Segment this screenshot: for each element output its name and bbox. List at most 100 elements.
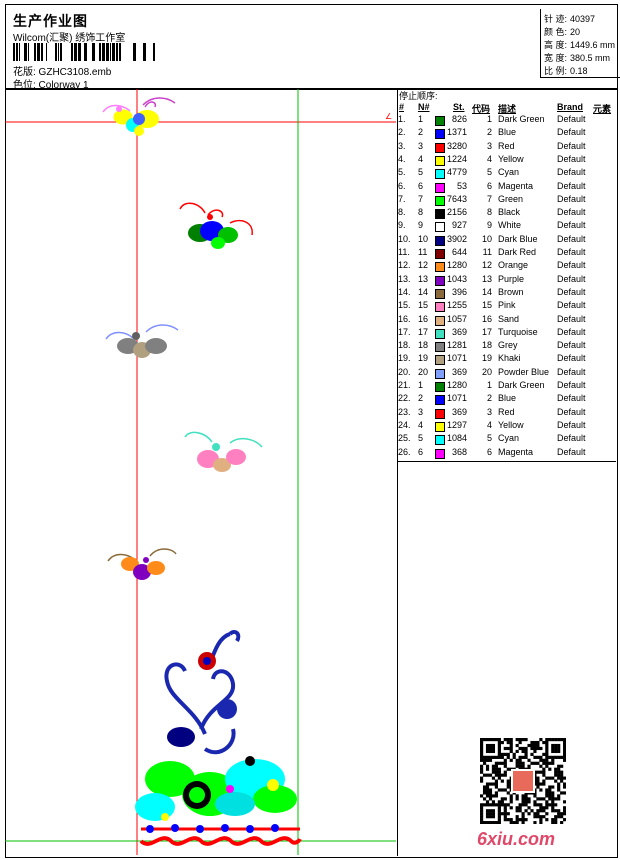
cell-desc: Red [498, 406, 515, 417]
color-swatch [435, 288, 445, 299]
cell-num: 8. [398, 207, 406, 218]
table-row: 25. 5 1084 5 Cyan Default [398, 433, 616, 446]
cell-n: 12 [418, 260, 429, 271]
cell-num: 19. [398, 353, 411, 364]
cell-desc: Dark Red [498, 247, 537, 257]
cell-code: 14 [481, 286, 492, 297]
cell-code: 16 [481, 313, 492, 324]
stat-row: 比 例: 0.18 [544, 64, 588, 77]
color-swatch [435, 275, 445, 286]
cell-brand: Default [557, 207, 586, 218]
stat-value: 0.18 [570, 66, 588, 76]
cell-desc: Red [498, 140, 515, 151]
cell-st: 1255 [446, 300, 467, 311]
table-row: 13. 13 1043 13 Purple Default [398, 274, 616, 287]
cell-n: 1 [418, 114, 424, 124]
table-row: 15. 15 1255 15 Pink Default [398, 300, 616, 313]
cell-num: 21. [398, 380, 411, 390]
cell-brand: Default [557, 260, 586, 271]
cell-code: 17 [481, 326, 492, 337]
header-panel: 生产作业图 Wilcom(汇聚) 绣饰工作室 花版: GZHC3108.emb … [5, 4, 620, 91]
cell-brand: Default [557, 353, 586, 364]
cell-n: 2 [418, 127, 424, 138]
cell-code: 6 [486, 446, 492, 457]
stat-row: 高 度: 1449.6 mm [544, 38, 615, 51]
table-row: 10. 10 3902 10 Dark Blue Default [398, 234, 616, 247]
cell-st: 1280 [446, 380, 467, 390]
cell-st: 369 [451, 326, 467, 337]
cell-code: 4 [486, 419, 492, 430]
col-header-st: St. [453, 102, 465, 112]
color-swatch [435, 182, 445, 193]
cell-st: 368 [451, 446, 467, 457]
cell-code: 7 [486, 193, 492, 204]
color-swatch [435, 302, 445, 313]
col-header-n: N# [418, 102, 430, 112]
cell-code: 15 [481, 300, 492, 311]
cell-brand: Default [557, 340, 586, 351]
color-swatch [435, 355, 445, 366]
barcode [13, 43, 155, 61]
cell-n: 20 [418, 366, 429, 377]
cell-code: 10 [481, 233, 492, 244]
cell-brand: Default [557, 326, 586, 337]
stat-value: 380.5 mm [570, 53, 611, 63]
col-header-num: # [399, 102, 405, 112]
table-row: 26. 6 368 6 Magenta Default [398, 447, 616, 460]
cell-num: 4. [398, 153, 406, 164]
color-swatch [435, 448, 445, 459]
cell-num: 3. [398, 140, 406, 151]
cell-brand: Default [557, 180, 586, 191]
cell-st: 1043 [446, 273, 467, 284]
color-swatch [435, 328, 445, 339]
cell-brand: Default [557, 220, 586, 231]
butterfly-motif-2 [179, 202, 253, 249]
butterfly-motif-3 [105, 324, 179, 358]
cell-num: 5. [398, 167, 406, 178]
cell-brand: Default [557, 127, 586, 138]
cell-desc: Dark Blue [498, 233, 538, 244]
cell-st: 1057 [446, 313, 467, 324]
cell-desc: Black [498, 207, 521, 218]
cell-code: 5 [486, 433, 492, 444]
cell-desc: Turquoise [498, 326, 538, 337]
butterfly-motif-5 [107, 548, 177, 580]
table-row: 14. 14 396 14 Brown Default [398, 287, 616, 300]
cell-n: 18 [418, 340, 429, 351]
cell-st: 644 [451, 247, 467, 257]
cell-st: 826 [451, 114, 467, 124]
cell-st: 53 [456, 180, 467, 191]
cell-desc: Cyan [498, 433, 520, 444]
cell-code: 5 [486, 167, 492, 178]
table-row: 20. 20 369 20 Powder Blue Default [398, 367, 616, 380]
stat-label: 针 迹: [544, 14, 568, 24]
cell-st: 1071 [446, 393, 467, 404]
cell-code: 19 [481, 353, 492, 364]
color-swatch [435, 262, 445, 273]
stat-label: 颜 色: [544, 27, 568, 37]
table-row: 21. 1 1280 1 Dark Green Default [398, 380, 616, 393]
table-row: 7. 7 7643 7 Green Default [398, 194, 616, 207]
cell-n: 6 [418, 446, 424, 457]
cell-brand: Default [557, 366, 586, 377]
butterfly-motif-1 [102, 97, 176, 136]
cell-n: 5 [418, 433, 424, 444]
cell-st: 1280 [446, 260, 467, 271]
cell-st: 1224 [446, 153, 467, 164]
cell-num: 9. [398, 220, 406, 231]
cell-n: 17 [418, 326, 429, 337]
cell-code: 8 [486, 207, 492, 218]
color-swatch [435, 235, 445, 246]
color-swatch [435, 382, 445, 392]
col-header-elem: 元素 [593, 104, 612, 114]
cell-desc: Pink [498, 300, 516, 311]
butterfly-motif-4 [184, 431, 263, 472]
color-swatch [435, 421, 445, 432]
cell-n: 3 [418, 406, 424, 417]
cell-num: 26. [398, 446, 411, 457]
design-canvas[interactable]: ∠ [5, 89, 396, 855]
cell-desc: Grey [498, 340, 518, 351]
cell-n: 8 [418, 207, 424, 218]
cell-n: 4 [418, 419, 424, 430]
stat-label: 比 例: [544, 66, 568, 76]
